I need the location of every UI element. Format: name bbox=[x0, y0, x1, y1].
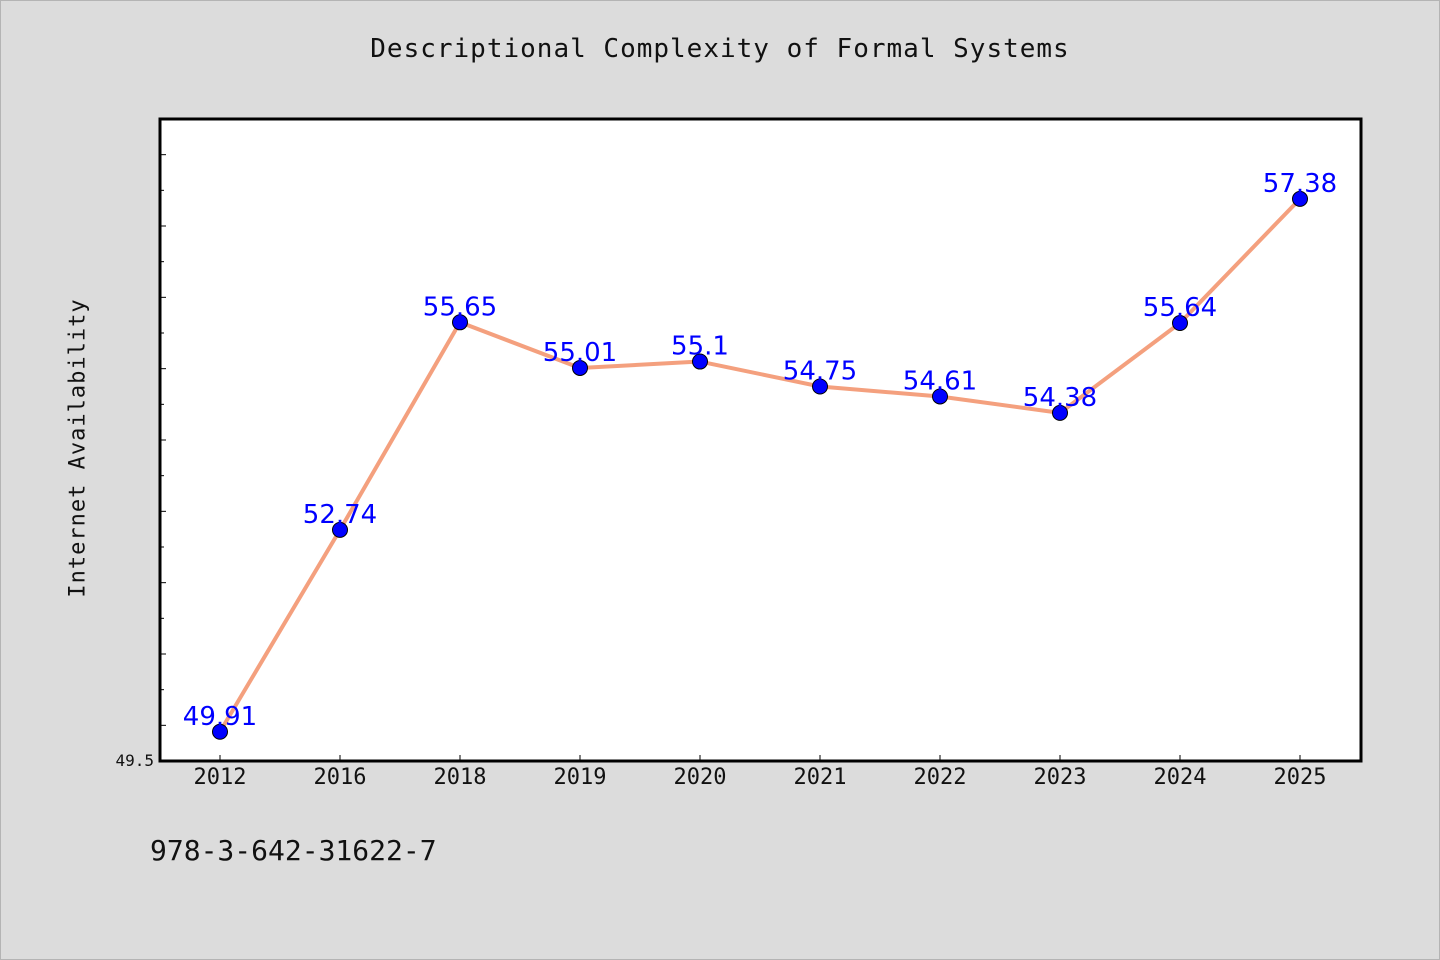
y-tick-label: 49.5 bbox=[115, 751, 154, 770]
data-point bbox=[692, 353, 708, 370]
x-tick-label: 2021 bbox=[794, 765, 847, 790]
data-points bbox=[212, 190, 1308, 740]
x-tick-label: 2019 bbox=[554, 765, 607, 790]
data-point bbox=[812, 378, 828, 395]
data-point bbox=[932, 388, 948, 405]
data-label: 54.38 bbox=[1023, 383, 1097, 413]
x-tick-label: 2016 bbox=[314, 765, 367, 790]
x-tick-label: 2020 bbox=[674, 765, 727, 790]
data-point bbox=[1292, 190, 1308, 207]
x-tick-label: 2018 bbox=[434, 765, 487, 790]
data-label: 52.74 bbox=[303, 500, 377, 530]
data-label: 55.01 bbox=[543, 338, 617, 368]
data-label: 54.75 bbox=[783, 357, 857, 387]
plot-border bbox=[158, 117, 1363, 763]
data-label: 55.65 bbox=[423, 292, 497, 322]
data-point bbox=[1172, 315, 1188, 332]
data-point bbox=[1052, 404, 1068, 421]
x-tick-label: 2023 bbox=[1034, 765, 1087, 790]
data-label: 55.1 bbox=[671, 332, 729, 362]
x-tick-label: 2012 bbox=[194, 765, 247, 790]
isbn-text: 978-3-642-31622-7 bbox=[150, 834, 437, 867]
data-label: 55.64 bbox=[1143, 293, 1217, 323]
series-line bbox=[218, 196, 1302, 734]
data-point bbox=[212, 723, 228, 740]
data-label: 54.61 bbox=[903, 366, 977, 396]
data-point bbox=[452, 314, 468, 331]
y-tick-labels: 49.5 bbox=[115, 751, 154, 770]
data-point bbox=[332, 521, 348, 538]
plot-area bbox=[160, 119, 1361, 761]
data-label: 57.38 bbox=[1263, 169, 1337, 199]
data-point bbox=[572, 359, 588, 376]
x-tick-label: 2025 bbox=[1274, 765, 1327, 790]
x-tick-label: 2024 bbox=[1154, 765, 1207, 790]
chart-title: Descriptional Complexity of Formal Syste… bbox=[370, 34, 1070, 64]
x-tick-labels: 2012 2016 2018 2019 2020 2021 2022 2023 2024 2025 bbox=[194, 765, 1327, 790]
data-labels: 49.91 52.74 55.65 55.01 55.1 54.75 54.61 54.38 5… bbox=[183, 169, 1337, 732]
x-tick-label: 2022 bbox=[914, 765, 967, 790]
data-label: 49.91 bbox=[183, 702, 257, 732]
